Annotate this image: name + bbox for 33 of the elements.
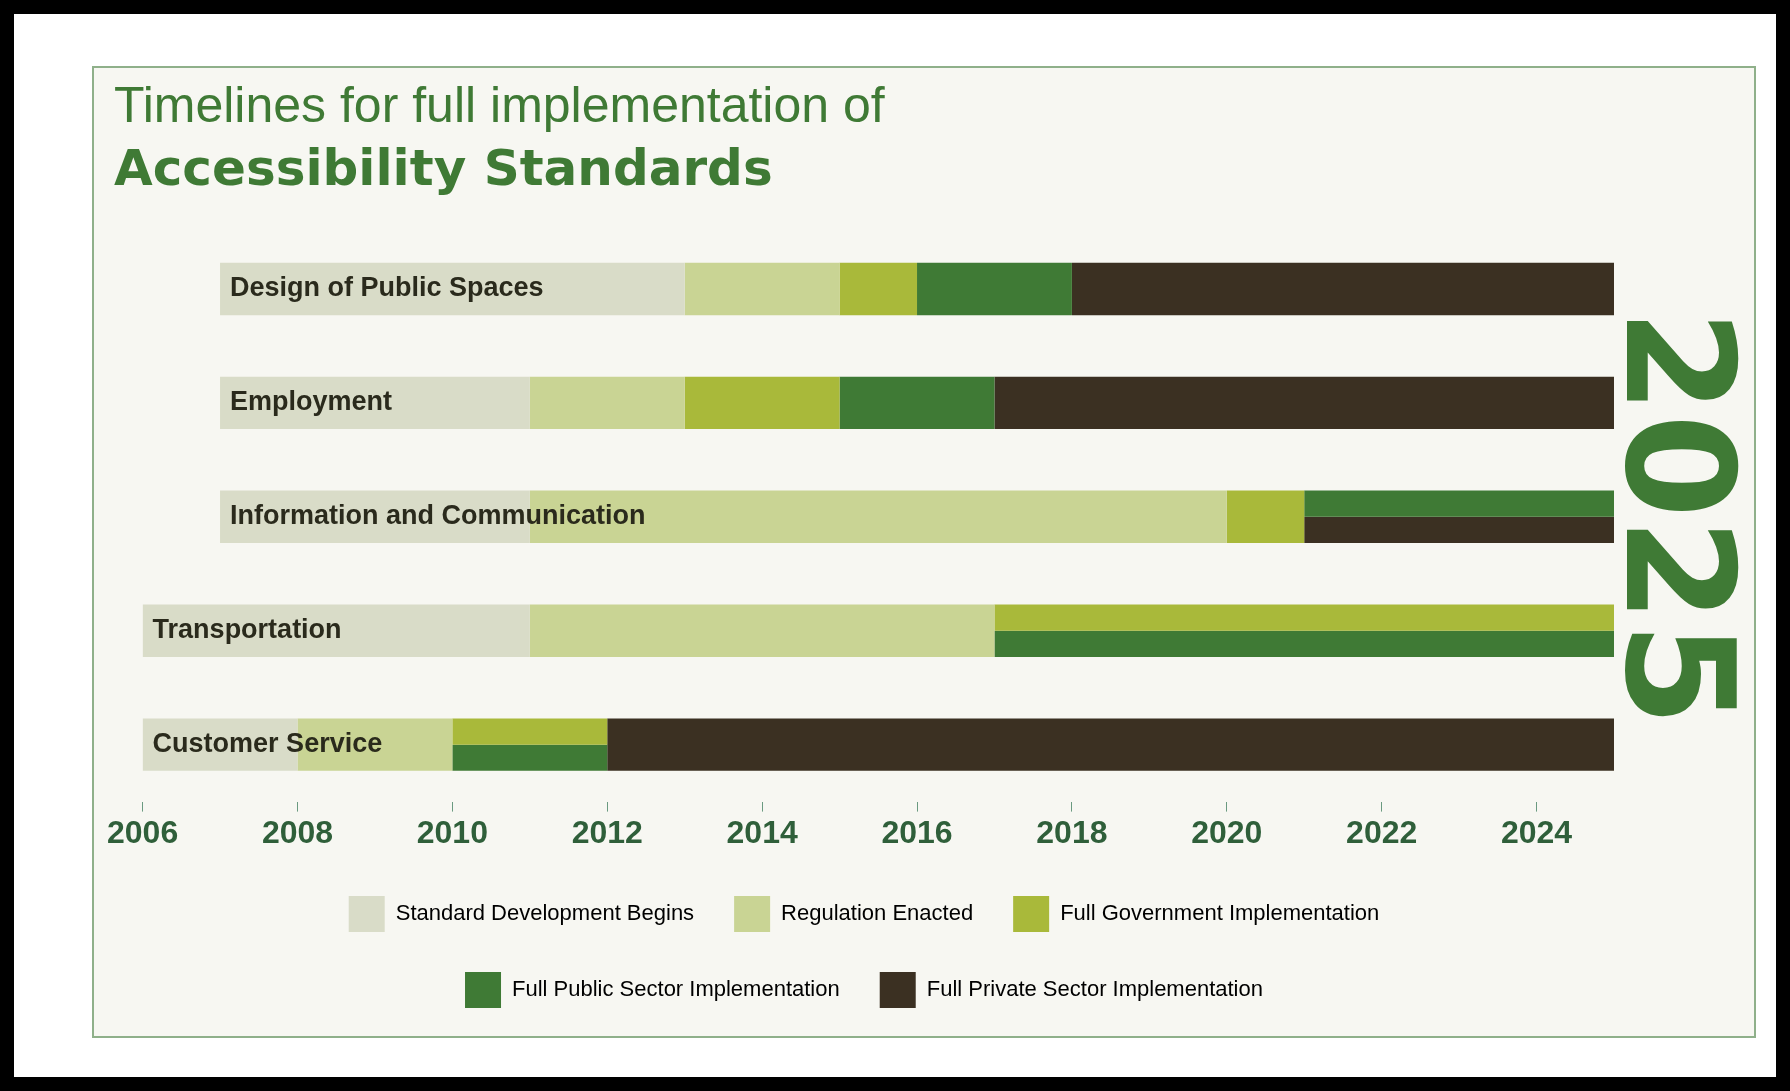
bar — [142, 604, 530, 657]
y-tick-label: Information and Communication — [230, 500, 646, 531]
bar — [684, 376, 840, 430]
legend-label: Full Public Sector Implementation — [512, 976, 840, 1002]
legend-label: Standard Development Begins — [395, 900, 695, 926]
bar — [1071, 262, 1614, 316]
legend-label: Regulation Enacted — [781, 900, 974, 926]
chart-title: Timelines for full implementation of — [114, 76, 885, 133]
x-tick-label: 2020 — [1191, 813, 1263, 850]
y-tick-label: Transportation — [152, 614, 342, 645]
bar — [529, 376, 685, 430]
bar — [529, 604, 995, 657]
x-tick-label: 2024 — [1500, 813, 1573, 850]
x-tick-label: 2010 — [416, 813, 488, 850]
bar — [1226, 490, 1305, 543]
x-tick-label: 2014 — [726, 813, 798, 850]
x-tick-label: 2006 — [107, 813, 179, 850]
x-tick-label: 2012 — [571, 813, 643, 850]
x-tick-label: 2018 — [1036, 813, 1108, 850]
y-tick-label: Employment — [230, 386, 393, 417]
y-tick-label: Design of Public Spaces — [230, 272, 544, 303]
bar — [607, 718, 1614, 771]
legend-label: Full Government Implementation — [1060, 900, 1380, 926]
bar — [684, 262, 840, 316]
annotation: 2025 — [1592, 309, 1766, 727]
x-tick-label: 2016 — [881, 813, 953, 850]
chart-subtitle: Accessibility Standards — [114, 138, 773, 197]
y-tick-label: Customer Service — [152, 728, 383, 759]
legend-label: Full Private Sector Implementation — [926, 976, 1263, 1002]
bar — [994, 376, 1614, 430]
x-tick-label: 2008 — [261, 813, 334, 850]
x-tick-label: 2022 — [1346, 813, 1418, 850]
bar — [839, 262, 918, 316]
